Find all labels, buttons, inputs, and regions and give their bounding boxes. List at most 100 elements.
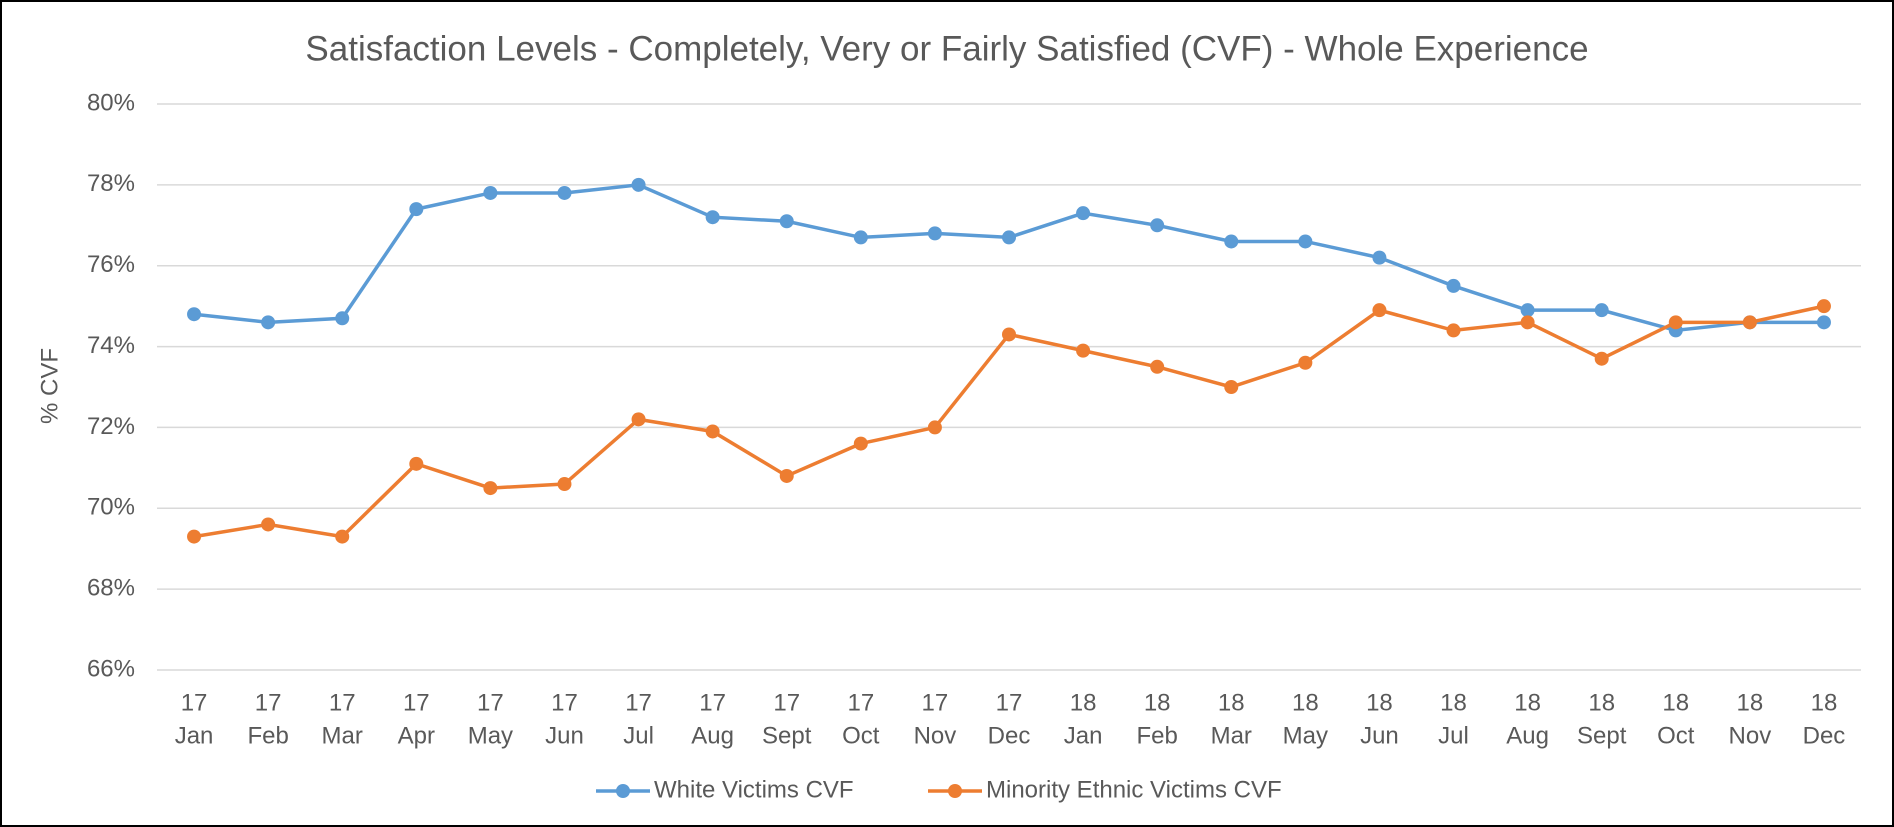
- x-tick-label: 18: [1218, 689, 1245, 716]
- data-point: [335, 311, 350, 326]
- data-point: [631, 412, 646, 427]
- x-tick-label: 17: [181, 689, 208, 716]
- x-tick-label: Jan: [1064, 722, 1103, 749]
- data-point: [1002, 327, 1016, 342]
- data-point: [1520, 303, 1535, 318]
- data-point: [1150, 218, 1165, 233]
- data-point: [483, 185, 498, 200]
- x-tick-label: Sept: [1577, 722, 1627, 749]
- x-tick-label: Aug: [1506, 722, 1549, 749]
- x-tick-label: 17: [847, 689, 874, 716]
- x-tick-label: 18: [1440, 689, 1467, 716]
- y-tick-label: 78%: [87, 170, 135, 197]
- data-point: [335, 529, 350, 544]
- y-tick-label: 80%: [87, 89, 135, 116]
- x-tick-label: Jan: [175, 722, 214, 749]
- y-tick-label: 74%: [87, 332, 135, 359]
- data-point: [187, 529, 202, 544]
- x-tick-label: Feb: [1136, 722, 1177, 749]
- data-point: [261, 517, 276, 532]
- x-tick-label: Dec: [988, 722, 1031, 749]
- chart-title: Satisfaction Levels - Completely, Very o…: [305, 29, 1588, 68]
- data-point: [1224, 234, 1239, 249]
- data-point: [779, 468, 794, 483]
- data-point: [1816, 299, 1831, 314]
- data-point: [1816, 315, 1831, 330]
- y-tick-label: 70%: [87, 494, 135, 521]
- data-point: [779, 214, 794, 229]
- data-point: [927, 420, 942, 435]
- data-point: [1594, 303, 1609, 318]
- x-tick-label: 17: [551, 689, 578, 716]
- x-tick-label: Feb: [247, 722, 288, 749]
- data-point: [1298, 355, 1313, 370]
- x-tick-label: Jul: [623, 722, 654, 749]
- data-point: [1668, 315, 1683, 330]
- x-tick-label: 17: [996, 689, 1023, 716]
- x-tick-label: 18: [1144, 689, 1171, 716]
- legend-marker: [948, 784, 962, 798]
- x-tick-label: Oct: [1657, 722, 1695, 749]
- data-point: [853, 436, 868, 451]
- x-tick-label: Jun: [545, 722, 584, 749]
- data-point: [853, 230, 868, 245]
- x-tick-label: 18: [1737, 689, 1764, 716]
- legend-label: Minority Ethnic Victims CVF: [986, 776, 1282, 803]
- data-point: [1520, 315, 1535, 330]
- x-tick-label: Oct: [842, 722, 880, 749]
- data-point: [1742, 315, 1757, 330]
- y-tick-label: 68%: [87, 574, 135, 601]
- x-tick-label: Nov: [1729, 722, 1772, 749]
- x-tick-label: 18: [1514, 689, 1541, 716]
- y-tick-label: 66%: [87, 655, 135, 682]
- x-tick-label: May: [468, 722, 513, 749]
- data-point: [1076, 206, 1091, 221]
- legend-marker: [616, 784, 630, 798]
- x-tick-label: Aug: [691, 722, 734, 749]
- x-tick-label: 17: [922, 689, 949, 716]
- data-point: [631, 177, 646, 192]
- data-point: [1002, 230, 1016, 245]
- x-tick-label: 17: [773, 689, 800, 716]
- x-tick-label: Jul: [1438, 722, 1469, 749]
- data-point: [1298, 234, 1313, 249]
- x-tick-label: 17: [625, 689, 652, 716]
- data-point: [483, 481, 498, 496]
- x-tick-label: 17: [255, 689, 282, 716]
- x-tick-label: 17: [329, 689, 356, 716]
- x-tick-label: Mar: [322, 722, 363, 749]
- data-point: [1372, 250, 1387, 265]
- data-point: [705, 424, 720, 439]
- data-point: [1446, 323, 1461, 338]
- x-tick-label: 17: [477, 689, 504, 716]
- x-tick-label: Mar: [1211, 722, 1252, 749]
- data-point: [1224, 380, 1239, 394]
- x-tick-label: 18: [1366, 689, 1393, 716]
- data-point: [261, 315, 276, 330]
- data-point: [409, 456, 424, 471]
- x-tick-label: May: [1283, 722, 1328, 749]
- data-point: [557, 185, 572, 200]
- data-point: [1150, 359, 1165, 374]
- x-tick-label: 18: [1588, 689, 1615, 716]
- y-axis-label: % CVF: [36, 348, 63, 424]
- x-tick-label: Apr: [398, 722, 435, 749]
- data-point: [1076, 343, 1091, 358]
- y-tick-label: 72%: [87, 413, 135, 440]
- x-tick-label: 18: [1292, 689, 1319, 716]
- data-point: [187, 307, 202, 322]
- x-tick-label: 17: [699, 689, 726, 716]
- x-tick-label: 18: [1662, 689, 1689, 716]
- data-point: [557, 477, 572, 492]
- y-tick-label: 76%: [87, 251, 135, 278]
- x-tick-label: Sept: [762, 722, 812, 749]
- x-tick-label: 18: [1070, 689, 1097, 716]
- data-point: [705, 210, 720, 225]
- data-point: [1372, 303, 1387, 318]
- legend-label: White Victims CVF: [654, 776, 854, 803]
- data-point: [409, 202, 424, 217]
- x-tick-label: Jun: [1360, 722, 1399, 749]
- data-point: [1446, 278, 1461, 293]
- data-point: [1594, 351, 1609, 366]
